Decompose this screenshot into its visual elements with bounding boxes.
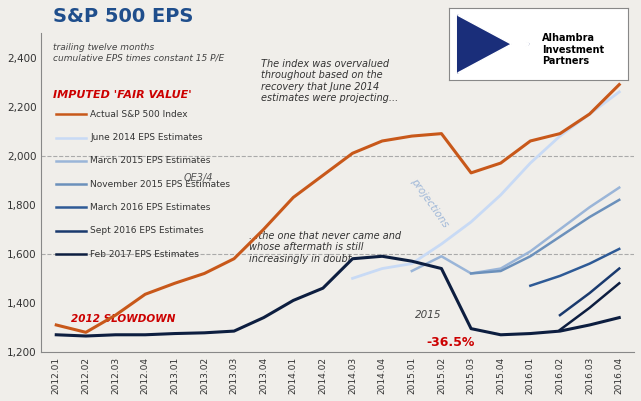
Text: Actual S&P 500 Index: Actual S&P 500 Index <box>90 110 188 119</box>
Text: trailing twelve months
cumulative EPS times constant 15 P/E: trailing twelve months cumulative EPS ti… <box>53 43 224 62</box>
Text: S&P 500 EPS: S&P 500 EPS <box>53 7 194 26</box>
Text: ...the one that never came and
whose aftermath is still
increasingly in doubt: ...the one that never came and whose aft… <box>249 231 401 264</box>
Text: March 2015 EPS Estimates: March 2015 EPS Estimates <box>90 156 210 166</box>
Text: Feb 2017 EPS Estimates: Feb 2017 EPS Estimates <box>90 249 199 259</box>
Text: November 2015 EPS Estimates: November 2015 EPS Estimates <box>90 180 230 189</box>
Text: Alhambra
Investment
Partners: Alhambra Investment Partners <box>542 33 604 67</box>
Text: The index was overvalued
throughout based on the
recovery that June 2014
estimat: The index was overvalued throughout base… <box>261 59 398 103</box>
Text: QE3/4: QE3/4 <box>184 173 213 183</box>
Text: 2015: 2015 <box>415 310 441 320</box>
Text: 2012 SLOWDOWN: 2012 SLOWDOWN <box>71 314 176 324</box>
Text: IMPUTED 'FAIR VALUE': IMPUTED 'FAIR VALUE' <box>53 91 192 101</box>
Polygon shape <box>458 15 529 73</box>
Text: -36.5%: -36.5% <box>427 336 475 349</box>
Polygon shape <box>458 15 529 73</box>
Text: June 2014 EPS Estimates: June 2014 EPS Estimates <box>90 133 203 142</box>
Text: projections: projections <box>409 176 450 229</box>
Text: Sept 2016 EPS Estimates: Sept 2016 EPS Estimates <box>90 226 204 235</box>
Text: March 2016 EPS Estimates: March 2016 EPS Estimates <box>90 203 210 212</box>
